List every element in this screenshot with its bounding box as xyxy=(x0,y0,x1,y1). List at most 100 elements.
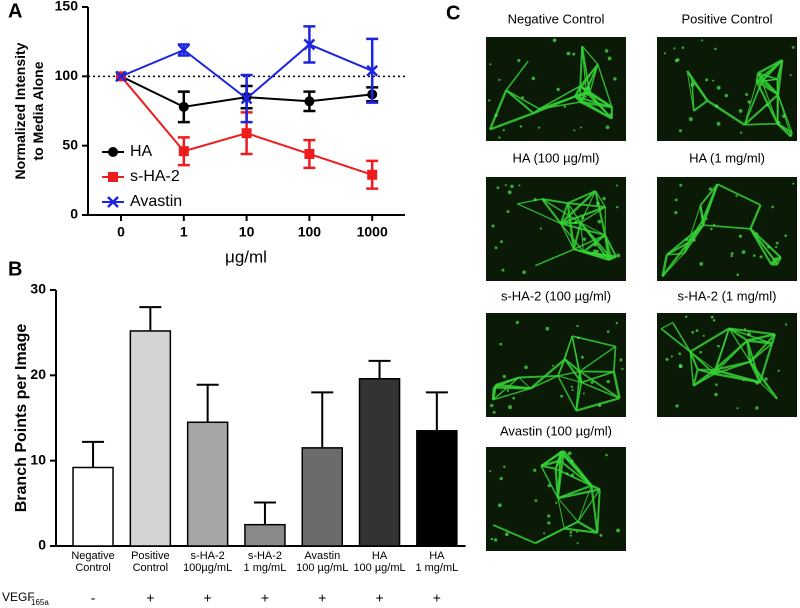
cell-dot xyxy=(597,403,602,408)
data-point xyxy=(241,128,252,139)
cell-dot xyxy=(555,501,558,504)
cell-dot xyxy=(524,365,528,370)
vessel xyxy=(699,183,719,206)
vessel xyxy=(529,358,566,390)
cell-dot xyxy=(777,369,780,372)
vessel xyxy=(728,327,773,345)
vessel xyxy=(539,95,576,110)
treatment-sign: + xyxy=(146,590,154,606)
cell-dot xyxy=(714,392,718,397)
treatment-sign: + xyxy=(204,590,212,606)
cell-dot xyxy=(665,357,669,361)
vessel xyxy=(574,85,582,97)
cell-dot xyxy=(543,532,546,535)
y-tick-label: 50 xyxy=(62,136,78,152)
cell-dot xyxy=(582,392,585,395)
cell-dot xyxy=(743,328,747,331)
cell-dot xyxy=(716,85,721,90)
vessel xyxy=(491,384,498,401)
cell-dot xyxy=(505,532,509,537)
panel-label: C xyxy=(446,2,460,24)
cell-dot xyxy=(688,117,693,122)
y-axis-label: Normalized Intensity to Media Alone xyxy=(12,42,46,179)
vessel xyxy=(557,497,565,529)
cell-dot xyxy=(606,379,610,384)
cell-dot xyxy=(565,472,569,476)
vessel xyxy=(714,360,751,371)
vessel xyxy=(749,228,782,259)
vessel xyxy=(596,489,601,533)
cell-dot xyxy=(606,330,610,333)
cell-dot xyxy=(764,377,768,381)
cell-dot xyxy=(771,205,774,209)
vessel xyxy=(755,81,779,125)
y-tick-label: 20 xyxy=(30,366,46,382)
vessel xyxy=(594,190,606,208)
cell-dot xyxy=(502,374,507,379)
cell-dot xyxy=(580,355,584,359)
vessel xyxy=(530,375,559,390)
vessel xyxy=(559,190,597,225)
vessel xyxy=(557,375,577,412)
cell-dot xyxy=(685,237,689,242)
cell-dot xyxy=(741,250,746,255)
cell-dot xyxy=(604,49,609,53)
legend-label: s-HA-2 xyxy=(130,168,180,185)
cell-dot xyxy=(615,184,619,187)
cell-dot xyxy=(567,451,572,456)
vessel xyxy=(557,484,592,500)
vessel xyxy=(575,371,581,411)
vessel xyxy=(728,327,748,342)
vessel xyxy=(613,346,617,372)
micrograph xyxy=(657,37,797,141)
vessel xyxy=(540,459,561,468)
vessel xyxy=(575,397,620,412)
vessel xyxy=(574,95,613,120)
x-tick-label: 100 xyxy=(298,224,322,240)
x-tick-label: 1 mg/mL xyxy=(415,562,458,574)
cell-dot xyxy=(489,470,492,473)
x-tick-label: 1 mg/mL xyxy=(244,562,287,574)
vessel xyxy=(574,95,613,109)
data-point xyxy=(240,92,253,105)
cell-dot xyxy=(613,77,617,81)
cell-dot xyxy=(576,542,579,545)
cell-dot xyxy=(699,262,704,266)
vessel xyxy=(560,223,575,250)
y-tick-label: 100 xyxy=(55,67,79,83)
cell-dot xyxy=(560,394,564,398)
cell-dot xyxy=(534,499,538,503)
treatment-sign: + xyxy=(261,590,269,606)
vessel xyxy=(588,64,599,94)
vessel xyxy=(557,497,579,523)
vessel xyxy=(693,99,709,112)
vessel xyxy=(492,387,531,401)
cell-dot xyxy=(582,237,587,241)
bar xyxy=(301,447,343,547)
vessel xyxy=(567,202,582,224)
y-tick-label: 0 xyxy=(70,206,78,222)
vessel xyxy=(756,78,778,83)
cell-dot xyxy=(597,219,602,224)
vessel xyxy=(492,376,520,401)
cell-dot xyxy=(498,136,501,139)
vessel xyxy=(534,527,565,545)
x-tick-label: 0 xyxy=(117,224,125,240)
vessel xyxy=(560,221,581,225)
cell-dot xyxy=(752,254,756,257)
vessel xyxy=(567,202,606,208)
vessel xyxy=(744,122,778,126)
cell-dot xyxy=(670,355,673,358)
vessel xyxy=(564,527,598,534)
cell-dot xyxy=(599,533,603,537)
vessel xyxy=(557,375,582,383)
cell-dot xyxy=(522,270,526,275)
vessel xyxy=(689,351,699,370)
cell-dot xyxy=(580,126,583,129)
legend-marker xyxy=(107,196,119,208)
cell-dot xyxy=(490,403,494,408)
cell-dot xyxy=(681,46,685,49)
vessel xyxy=(776,60,784,95)
vessel xyxy=(759,381,778,400)
cell-dot xyxy=(506,210,510,214)
